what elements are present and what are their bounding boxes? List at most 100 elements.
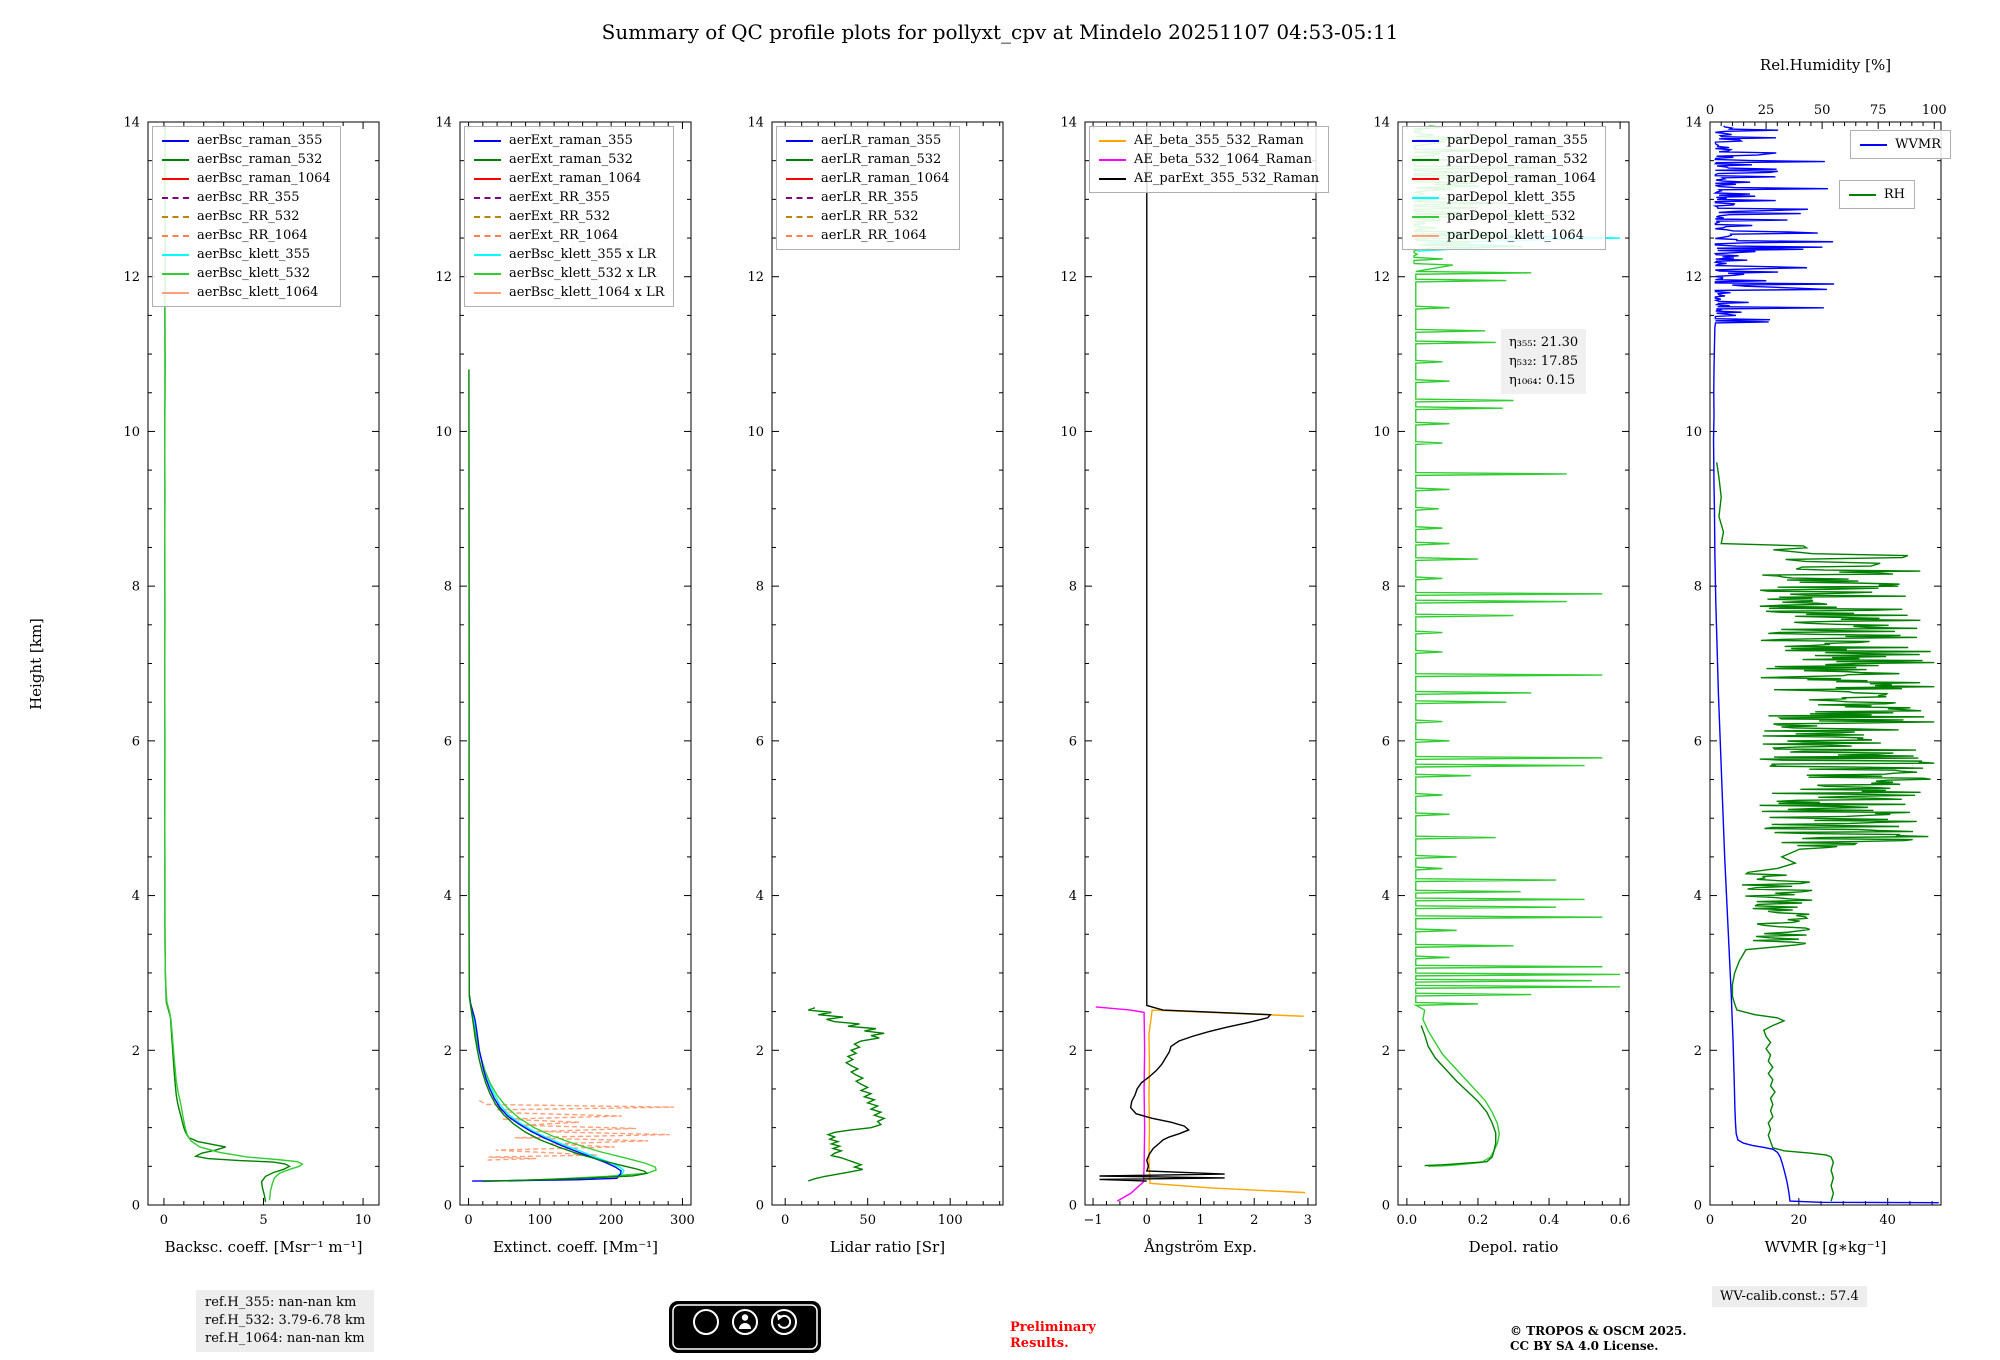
legend-item: aerBsc_klett_355 x LR	[474, 245, 664, 264]
angstrom-plot: 0 2 4 6 8 10 12 14 −1 0 1 2 3 AE_beta_355_532_Raman AE…	[1060, 116, 1330, 1228]
preliminary-line-1: Preliminary	[1010, 1320, 1096, 1335]
series-aerBsc_klett_532_x_LR	[468, 996, 657, 1182]
cc-sa-label: SA	[777, 1341, 791, 1351]
legend-label: aerExt_raman_355	[509, 133, 633, 148]
legend-line-sample	[474, 234, 501, 237]
legend-label: aerLR_RR_355	[821, 190, 919, 205]
legend-label: WVMR	[1895, 137, 1941, 152]
legend-item: aerLR_RR_532	[786, 207, 950, 226]
tick-label: 12	[123, 270, 140, 285]
reference-height-box: ref.H_355: nan-nan km ref.H_532: 3.79-6.…	[196, 1290, 375, 1352]
legend: WVMR	[1850, 130, 1951, 159]
legend-line-sample	[162, 139, 189, 142]
plot-frame	[1397, 121, 1630, 1206]
tick-label: 4	[1694, 889, 1702, 904]
cc-badge-graphic: CC BY SA	[669, 1301, 821, 1353]
tick-label: 8	[1694, 580, 1702, 595]
legend-item: aerLR_RR_1064	[786, 226, 950, 245]
tick-label: 2	[444, 1044, 452, 1059]
series-AE_beta_355_532_Raman	[1148, 1009, 1306, 1194]
legend-line-sample	[474, 139, 501, 142]
series-WVMR	[1712, 125, 1939, 1204]
legend-label: aerBsc_klett_1064	[197, 285, 319, 300]
tick-label: 5	[259, 1213, 267, 1228]
legend-label: aerBsc_klett_355 x LR	[509, 247, 657, 262]
series-AE_beta_532_1064_Raman	[1095, 1006, 1146, 1202]
legend-line-sample	[786, 215, 813, 218]
share-alike-icon	[777, 1314, 792, 1329]
tick-label: 14	[1685, 116, 1702, 131]
chart-canvas: 0 2 4 6 8 10 12 14 0 20 40 0 25 50 75 100	[1685, 103, 1946, 1228]
tick-label: 12	[747, 270, 764, 285]
legend-item: aerBsc_klett_532 x LR	[474, 264, 664, 283]
top-axis-label: Rel.Humidity [%]	[1759, 56, 1892, 74]
legend-line-sample	[786, 196, 813, 199]
tick-label: 40	[1879, 1213, 1896, 1228]
legend-line-sample	[1099, 177, 1126, 180]
tick-label: 12	[1373, 270, 1390, 285]
legend-item: parDepol_klett_355	[1412, 188, 1596, 207]
cc-by-label: BY	[738, 1341, 752, 1351]
preliminary-line-2: Results.	[1010, 1336, 1069, 1351]
legend-item: aerBsc_raman_1064	[162, 169, 331, 188]
legend-item: AE_beta_532_1064_Raman	[1099, 150, 1319, 169]
tick-label: 0	[1143, 1213, 1151, 1228]
tick-label: 6	[1694, 734, 1702, 749]
legend-line-sample	[474, 253, 501, 256]
legend-label: aerExt_RR_1064	[509, 228, 619, 243]
copyright-line-1: © TROPOS & OSCM 2025.	[1510, 1324, 1687, 1338]
legend-line-sample	[786, 158, 813, 161]
legend-item: RH	[1848, 185, 1905, 204]
legend-item: parDepol_raman_355	[1412, 131, 1596, 150]
legend-item: aerLR_raman_532	[786, 150, 950, 169]
tick-label: 10	[1373, 425, 1390, 440]
plot-frame	[771, 121, 1004, 1206]
legend-label: aerBsc_raman_1064	[197, 171, 331, 186]
legend-item: aerLR_RR_355	[786, 188, 950, 207]
legend-line-sample	[162, 291, 189, 294]
legend-item: aerExt_raman_1064	[474, 169, 664, 188]
legend-line-sample	[1099, 139, 1126, 142]
tick-label: 10	[747, 425, 764, 440]
tick-label: 6	[444, 734, 452, 749]
legend-label: aerLR_RR_532	[821, 209, 919, 224]
tick-label: 8	[132, 580, 140, 595]
legend-item: aerLR_raman_355	[786, 131, 950, 150]
legend-line-sample	[162, 253, 189, 256]
tick-label: 100	[938, 1213, 963, 1228]
legend-line-sample	[474, 215, 501, 218]
legend-line-sample	[1412, 234, 1439, 237]
legend-label: aerBsc_raman_355	[197, 133, 323, 148]
depol-plot: 0 2 4 6 8 10 12 14 0.0 0.2 0.4 0.6 parDepol_raman_35…	[1373, 116, 1630, 1229]
cc-icon: CC	[697, 1316, 715, 1329]
tick-label: 4	[444, 889, 452, 904]
xlabel-extinction: Extinct. coeff. [Mm⁻¹]	[492, 1238, 659, 1256]
legend-item: aerBsc_raman_355	[162, 131, 331, 150]
legend-item: AE_beta_355_532_Raman	[1099, 131, 1319, 150]
series-parDepol_raman_532	[1420, 1025, 1497, 1167]
tick-label: 6	[1069, 734, 1077, 749]
annotation-line: η₃₅₅: 21.30	[1509, 335, 1579, 350]
tick-label: 8	[1382, 580, 1390, 595]
tick-label: 10	[435, 425, 452, 440]
tick-label: 50	[859, 1213, 876, 1228]
tick-label: 0	[464, 1213, 472, 1228]
legend-label: aerExt_raman_1064	[509, 171, 642, 186]
tick-label: 0	[132, 1199, 140, 1214]
legend-line-sample	[1412, 177, 1439, 180]
legend-label: aerBsc_klett_355	[197, 247, 311, 262]
tick-label: 14	[435, 116, 452, 131]
legend-line-sample	[162, 177, 189, 180]
y-axis-label: Height [km]	[27, 618, 45, 710]
legend-item: aerExt_raman_532	[474, 150, 664, 169]
series-aerBsc_klett_532	[164, 125, 304, 1201]
chart-canvas: 0 2 4 6 8 10 12 14 0.0 0.2 0.4 0.6	[1373, 116, 1631, 1229]
legend-item: aerBsc_klett_1064	[162, 283, 331, 302]
legend-label: parDepol_klett_532	[1447, 209, 1576, 224]
tick-label: 8	[756, 580, 764, 595]
legend-line-sample	[1412, 196, 1439, 199]
legend-line-sample	[786, 177, 813, 180]
tick-label: 0.6	[1610, 1213, 1631, 1228]
legend-line-sample	[786, 234, 813, 237]
tick-label: 12	[1685, 270, 1702, 285]
